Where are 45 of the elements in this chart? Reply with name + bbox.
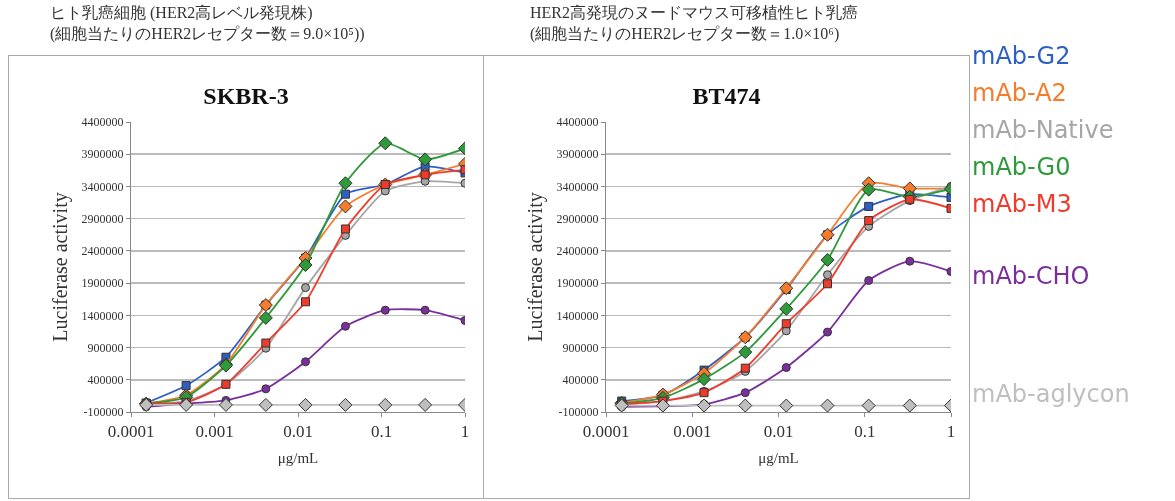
y-tick-label: 900000 [562, 340, 599, 355]
y-tick-label: 3400000 [556, 179, 599, 194]
y-tick-label: 3900000 [81, 147, 124, 162]
y-tick-label: 2900000 [81, 211, 124, 226]
text: mAb-A2 [972, 79, 1067, 107]
y-tick-label: 1900000 [81, 276, 124, 291]
y-tick-label: 1900000 [556, 276, 599, 291]
chart-subtitle: HER2高発現のヌードマウス可移植性ヒト乳癌 (細胞当たりのHER2レセプター数＝1.0×10⁶) [530, 3, 858, 44]
y-tick-label: 3400000 [81, 179, 124, 194]
y-tick-label: 2900000 [556, 211, 599, 226]
x-tick-label: 0.1 [370, 422, 393, 442]
series-label: mAb-Native [972, 116, 1114, 144]
x-tick-label: 0.0001 [582, 422, 630, 442]
y-tick-label: -100000 [83, 405, 124, 420]
y-tick-label: 2400000 [556, 244, 599, 259]
y-axis-title: Luciferase activity [49, 192, 73, 342]
chart-subtitle: ヒト乳癌細胞 (HER2高レベル発現株) (細胞当たりのHER2レセプター数＝9.0×10⁵)) [50, 3, 365, 44]
x-tick-label: 0.001 [195, 422, 234, 442]
y-tick-label: 2400000 [81, 244, 124, 259]
series-label: mAb-M3 [972, 190, 1072, 218]
x-tick-label: 0.1 [854, 422, 876, 442]
series-label: mAb-CHO [972, 262, 1090, 290]
x-axis-title: μg/mL [277, 450, 319, 467]
y-tick-label: 3900000 [556, 147, 599, 162]
x-tick-label: 1 [946, 422, 956, 442]
y-tick-label: 400000 [562, 372, 599, 387]
y-axis-title: Luciferase activity [524, 192, 548, 342]
x-tick-label: 0.01 [283, 422, 313, 442]
x-tick-label: 0.01 [763, 422, 794, 442]
chart-title: SKBR-3 [203, 82, 289, 109]
x-tick-label: 0.001 [673, 422, 712, 442]
x-tick-label: 0.0001 [107, 422, 155, 442]
text: mAb-G2 [972, 42, 1071, 70]
chart-title: BT474 [692, 82, 761, 109]
series-label: mAb-G0 [972, 153, 1071, 181]
y-tick-label: 1400000 [81, 308, 124, 323]
y-tick-label: 4400000 [81, 115, 124, 130]
y-tick-label: 1400000 [556, 308, 599, 323]
y-tick-label: 400000 [87, 372, 124, 387]
y-tick-label: 4400000 [556, 115, 599, 130]
x-tick-label: 1 [460, 422, 470, 442]
x-axis-title: μg/mL [758, 450, 799, 467]
series-label: mAb-aglycon [972, 380, 1130, 408]
y-tick-label: -100000 [558, 405, 599, 420]
y-tick-label: 900000 [87, 340, 124, 355]
